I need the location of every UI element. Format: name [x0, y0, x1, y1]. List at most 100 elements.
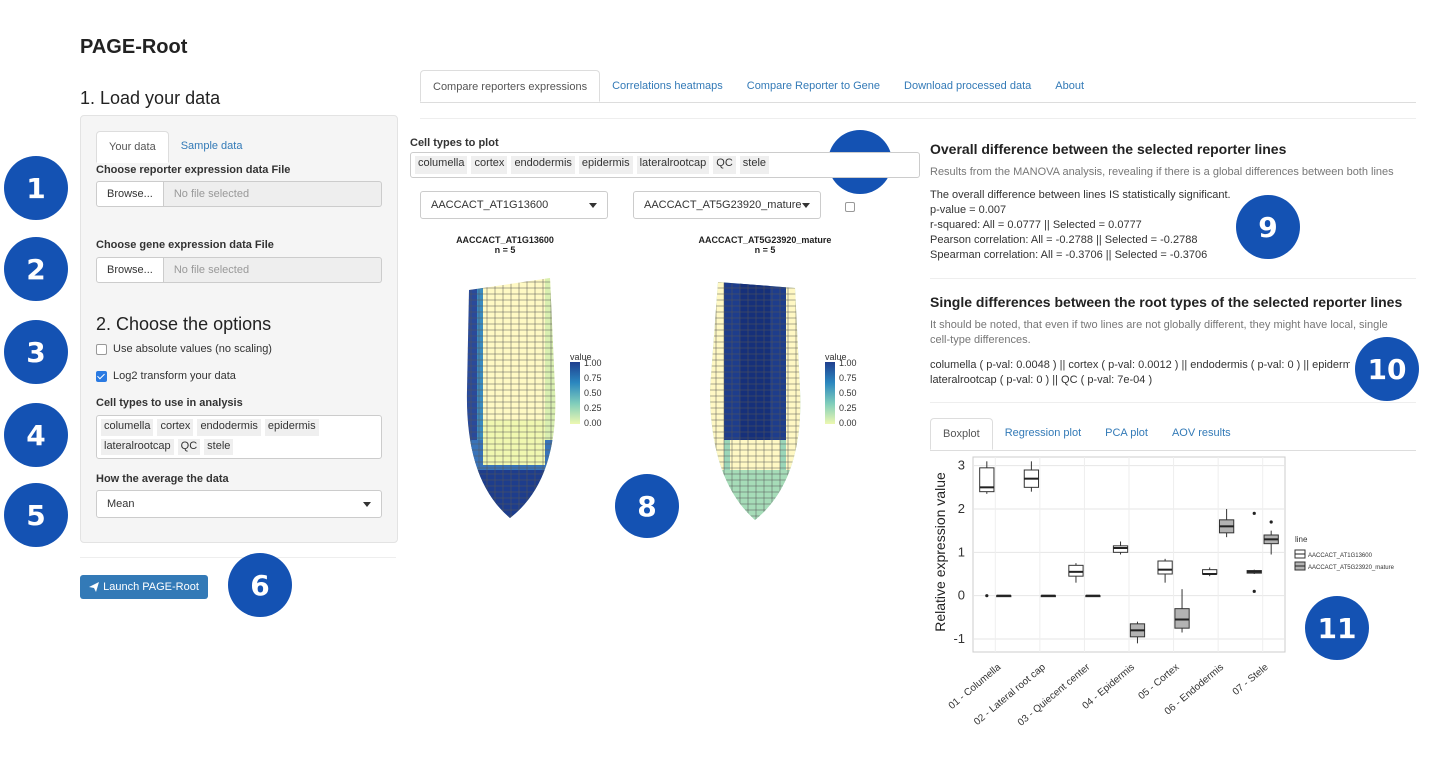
log2-checkbox[interactable]: Log2 transform your data: [96, 370, 236, 382]
overall-subtitle: Results from the MANOVA analysis, reveal…: [930, 166, 1394, 178]
load-heading: 1. Load your data: [80, 88, 221, 108]
reporter-file-label: Choose reporter expression data File: [96, 164, 291, 176]
gene-file-input[interactable]: Browse... No file selected: [96, 257, 382, 283]
root2-illustration: [710, 282, 801, 520]
legend-1: value 1.00 0.75 0.50 0.25 0.00: [570, 352, 602, 428]
cell-types-label: Cell types to use in analysis: [96, 397, 243, 409]
legend-tick: 1.00: [839, 358, 857, 368]
cell-type-tag[interactable]: endodermis: [511, 156, 575, 174]
gene-file-label: Choose gene expression data File: [96, 239, 274, 251]
plot-cell-types-input[interactable]: columella cortex endodermis epidermis la…: [410, 152, 920, 178]
tab-boxplot[interactable]: Boxplot: [930, 418, 993, 450]
box: [1112, 545, 1129, 553]
step-badge-3: 3: [4, 320, 68, 384]
overall-line: p-value = 0.007: [930, 204, 1007, 216]
legend-tick: 0.25: [584, 403, 602, 413]
root2-title: AACCACT_AT5G23920_mature n = 5: [690, 235, 840, 255]
legend-tick: 0.25: [839, 403, 857, 413]
reporter-file-input[interactable]: Browse... No file selected: [96, 181, 382, 207]
reporter-browse-button[interactable]: Browse...: [96, 181, 164, 207]
tab-compare-reporters[interactable]: Compare reporters expressions: [420, 70, 601, 102]
step-badge-4: 4: [4, 403, 68, 467]
cell-type-tag[interactable]: endodermis: [197, 419, 261, 436]
data-tabs: Your data Sample data: [96, 131, 254, 163]
reporter-select-2[interactable]: AACCACT_AT5G23920_mature: [633, 191, 821, 219]
root2-n: n = 5: [754, 245, 776, 255]
tab-pca-plot[interactable]: PCA plot: [1105, 427, 1148, 439]
legend-tick: 0.50: [839, 388, 857, 398]
tab-correlations-heatmaps[interactable]: Correlations heatmaps: [612, 80, 723, 92]
options-heading: 2. Choose the options: [96, 314, 272, 334]
single-heading: Single differences between the root type…: [930, 294, 1403, 310]
legend-tick: 0.50: [584, 388, 602, 398]
tab-regression-plot[interactable]: Regression plot: [1004, 427, 1082, 439]
root2-name: AACCACT_AT5G23920_mature: [698, 235, 832, 245]
single-subtitle: It should be noted, that even if two lin…: [930, 319, 1388, 346]
launch-label: Launch PAGE-Root: [103, 581, 199, 593]
main-tabs: Compare reporters expressions Correlatio…: [420, 70, 1416, 103]
tab-your-data[interactable]: Your data: [96, 131, 169, 163]
y-tick-label: 0: [958, 588, 965, 603]
tab-download[interactable]: Download processed data: [904, 80, 1032, 92]
reporter-select-1[interactable]: AACCACT_AT1G13600: [420, 191, 608, 219]
divider: [930, 402, 1416, 403]
legend-colorbar: [570, 362, 580, 424]
checkbox-checked-icon[interactable]: [96, 370, 107, 382]
overall-line: Spearman correlation: All = -0.3706 || S…: [930, 249, 1208, 261]
cell-type-tag[interactable]: QC: [713, 156, 736, 174]
root1-illustration: [466, 278, 556, 518]
tab-aov-results[interactable]: AOV results: [1171, 427, 1231, 439]
cell-type-tag[interactable]: columella: [101, 419, 154, 436]
legend-tick: 0.75: [839, 373, 857, 383]
box: [979, 467, 995, 493]
caret-down-icon: [363, 501, 371, 507]
overall-line: The overall difference between lines IS …: [930, 189, 1231, 201]
tab-about[interactable]: About: [1055, 80, 1084, 92]
cell-type-tag[interactable]: QC: [177, 438, 201, 455]
tab-reporter-to-gene[interactable]: Compare Reporter to Gene: [746, 80, 881, 92]
sidebar-panel: Your data Sample data Choose reporter ex…: [80, 115, 398, 543]
cell-type-tag[interactable]: stele: [739, 156, 770, 174]
gene-browse-button[interactable]: Browse...: [96, 257, 164, 283]
overall-line: Pearson correlation: All = -0.2788 || Se…: [930, 234, 1198, 246]
single-line: lateralrootcap ( p-val: 0 ) || QC ( p-va…: [930, 374, 1153, 386]
paper-plane-icon: [89, 582, 100, 592]
caret-down-icon: [802, 202, 810, 208]
box-outlier: [1252, 511, 1256, 515]
caret-down-icon: [589, 202, 597, 208]
overall-results: The overall difference between lines IS …: [930, 188, 1231, 263]
checkbox-unchecked-icon[interactable]: [96, 343, 107, 355]
box: [1157, 560, 1173, 575]
legend-colorbar: [825, 362, 835, 424]
cell-type-tag[interactable]: cortex: [471, 156, 508, 174]
root1-name: AACCACT_AT1G13600: [456, 235, 554, 245]
cell-type-tag[interactable]: epidermis: [578, 156, 633, 174]
single-results: columella ( p-val: 0.0048 ) || cortex ( …: [930, 358, 1350, 388]
cell-type-tag[interactable]: epidermis: [264, 419, 319, 436]
legend-entry: AACCACT_AT5G23920_mature: [1308, 565, 1395, 571]
cell-type-tag[interactable]: lateralrootcap: [636, 156, 710, 174]
y-tick-label: 1: [958, 544, 965, 559]
x-tick-label: 05 - Cortex: [1137, 662, 1182, 702]
cell-types-input[interactable]: columella cortex endodermis epidermis la…: [96, 415, 382, 459]
box-outlier: [1252, 589, 1256, 593]
step-badge-9: 9: [1236, 195, 1300, 259]
launch-button[interactable]: Launch PAGE-Root: [80, 575, 208, 599]
average-select[interactable]: Mean: [96, 490, 382, 518]
abs-values-checkbox[interactable]: Use absolute values (no scaling): [96, 343, 272, 355]
box-outlier: [1269, 520, 1273, 524]
cell-type-tag[interactable]: lateralrootcap: [101, 438, 174, 455]
swap-checkbox[interactable]: [845, 202, 855, 212]
cell-type-tag[interactable]: stele: [204, 438, 234, 455]
tab-sample-data[interactable]: Sample data: [180, 140, 243, 152]
plot-cell-types-label: Cell types to plot: [410, 137, 499, 149]
cell-type-tag[interactable]: cortex: [157, 419, 194, 436]
legend-2: value 1.00 0.75 0.50 0.25 0.00: [825, 352, 857, 428]
log2-label: Log2 transform your data: [113, 370, 236, 382]
average-label: How the average the data: [96, 473, 229, 485]
box-outlier: [985, 594, 989, 598]
single-line: columella ( p-val: 0.0048 ) || cortex ( …: [930, 359, 1350, 371]
overall-line: r-squared: All = 0.0777 || Selected = 0.…: [930, 219, 1142, 231]
cell-type-tag[interactable]: columella: [415, 156, 468, 174]
